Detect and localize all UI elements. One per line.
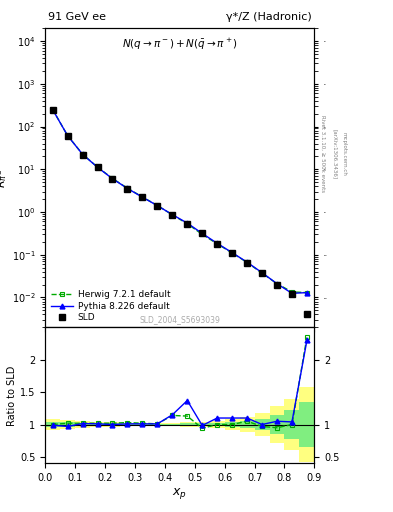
Herwig 7.2.1 default bbox=[50, 106, 55, 113]
SLD bbox=[65, 133, 70, 139]
Herwig 7.2.1 default bbox=[200, 231, 205, 238]
Text: 91 GeV ee: 91 GeV ee bbox=[48, 12, 106, 22]
Pythia 8.226 default bbox=[50, 106, 55, 113]
SLD bbox=[245, 260, 250, 266]
Herwig 7.2.1 default bbox=[305, 290, 309, 296]
Herwig 7.2.1 default bbox=[275, 281, 279, 287]
Text: Rivet 3.1.10, ≥ 500k events: Rivet 3.1.10, ≥ 500k events bbox=[320, 115, 325, 192]
X-axis label: $x_p$: $x_p$ bbox=[173, 486, 187, 501]
Y-axis label: Ratio to SLD: Ratio to SLD bbox=[7, 365, 17, 425]
Pythia 8.226 default bbox=[155, 203, 160, 209]
Herwig 7.2.1 default bbox=[215, 241, 220, 247]
Pythia 8.226 default bbox=[245, 259, 250, 265]
Herwig 7.2.1 default bbox=[185, 221, 190, 227]
Text: $N(q \rightarrow \pi^-)+N(\bar{q} \rightarrow \pi^+)$: $N(q \rightarrow \pi^-)+N(\bar{q} \right… bbox=[122, 37, 238, 52]
SLD bbox=[275, 282, 279, 288]
SLD bbox=[110, 176, 115, 182]
SLD bbox=[95, 164, 100, 170]
Pythia 8.226 default bbox=[275, 281, 279, 287]
Y-axis label: $R_{\pi^-}$: $R_{\pi^-}$ bbox=[0, 168, 9, 188]
Text: [arXiv:1306.3436]: [arXiv:1306.3436] bbox=[332, 129, 337, 179]
Herwig 7.2.1 default bbox=[95, 164, 100, 170]
Herwig 7.2.1 default bbox=[155, 202, 160, 208]
Pythia 8.226 default bbox=[125, 185, 130, 191]
Pythia 8.226 default bbox=[305, 290, 309, 296]
Herwig 7.2.1 default bbox=[245, 260, 250, 266]
Pythia 8.226 default bbox=[95, 164, 100, 170]
SLD bbox=[50, 106, 55, 113]
Herwig 7.2.1 default bbox=[65, 133, 70, 139]
SLD bbox=[290, 291, 294, 297]
Pythia 8.226 default bbox=[140, 194, 145, 200]
Herwig 7.2.1 default bbox=[80, 151, 85, 157]
SLD bbox=[305, 311, 309, 317]
Pythia 8.226 default bbox=[80, 151, 85, 157]
Pythia 8.226 default bbox=[110, 176, 115, 182]
Line: SLD: SLD bbox=[50, 106, 325, 320]
Text: SLD_2004_S5693039: SLD_2004_S5693039 bbox=[140, 315, 220, 325]
Text: mcplots.cern.ch: mcplots.cern.ch bbox=[341, 132, 346, 176]
Herwig 7.2.1 default bbox=[290, 289, 294, 295]
SLD bbox=[185, 221, 190, 227]
Pythia 8.226 default bbox=[65, 133, 70, 139]
Herwig 7.2.1 default bbox=[170, 212, 174, 218]
Pythia 8.226 default bbox=[215, 240, 220, 246]
SLD bbox=[260, 270, 264, 276]
Legend: Herwig 7.2.1 default, Pythia 8.226 default, SLD: Herwig 7.2.1 default, Pythia 8.226 defau… bbox=[50, 289, 171, 323]
Pythia 8.226 default bbox=[200, 230, 205, 237]
Pythia 8.226 default bbox=[290, 290, 294, 296]
Text: γ*/Z (Hadronic): γ*/Z (Hadronic) bbox=[226, 12, 312, 22]
Herwig 7.2.1 default bbox=[230, 250, 235, 256]
SLD bbox=[155, 203, 160, 209]
SLD bbox=[140, 194, 145, 200]
SLD bbox=[170, 212, 174, 218]
SLD bbox=[320, 314, 324, 320]
SLD bbox=[215, 241, 220, 247]
Line: Pythia 8.226 default: Pythia 8.226 default bbox=[50, 107, 309, 296]
Pythia 8.226 default bbox=[170, 211, 174, 218]
Line: Herwig 7.2.1 default: Herwig 7.2.1 default bbox=[50, 107, 309, 295]
Herwig 7.2.1 default bbox=[260, 270, 264, 276]
Pythia 8.226 default bbox=[185, 220, 190, 226]
Herwig 7.2.1 default bbox=[125, 185, 130, 191]
Pythia 8.226 default bbox=[230, 249, 235, 255]
SLD bbox=[80, 152, 85, 158]
SLD bbox=[125, 186, 130, 192]
SLD bbox=[230, 250, 235, 256]
Pythia 8.226 default bbox=[260, 270, 264, 276]
Herwig 7.2.1 default bbox=[140, 194, 145, 200]
SLD bbox=[200, 230, 205, 236]
Herwig 7.2.1 default bbox=[110, 175, 115, 181]
